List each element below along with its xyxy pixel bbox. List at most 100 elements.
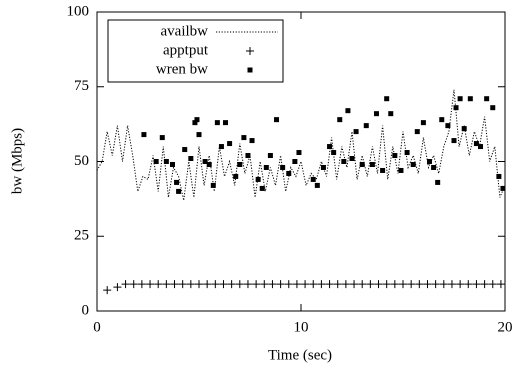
plus-point [162, 280, 171, 289]
plus-point [154, 280, 163, 289]
square-point [310, 176, 316, 182]
legend-swatch [246, 47, 254, 55]
square-point [223, 120, 229, 126]
square-point [227, 141, 233, 147]
plus-point [456, 280, 465, 289]
x-axis-label: Time (sec) [268, 347, 332, 363]
plus-point [235, 280, 244, 289]
square-point [163, 159, 169, 164]
y-tick-label: 50 [74, 153, 89, 169]
x-tick-label: 0 [93, 319, 101, 335]
square-point [467, 96, 473, 102]
square-point [141, 132, 147, 138]
square-point [500, 185, 506, 191]
square-point [320, 164, 326, 170]
square-point [484, 96, 490, 102]
square-point [427, 159, 433, 164]
square-point [369, 161, 375, 167]
square-point [280, 164, 286, 170]
square-point [380, 167, 386, 173]
x-tick-label: 10 [294, 319, 309, 335]
plus-point [195, 280, 203, 289]
square-point [237, 161, 243, 167]
plus-point [170, 280, 179, 289]
square-point [292, 159, 298, 164]
plus-point [243, 280, 252, 289]
plus-point [129, 280, 138, 289]
square-point [359, 161, 365, 167]
plus-point [301, 280, 310, 289]
y-tick-label: 25 [74, 228, 89, 244]
square-point [214, 120, 220, 126]
plus-point [366, 280, 375, 289]
plus-point [178, 280, 187, 289]
square-point [327, 144, 333, 150]
square-point [182, 147, 188, 153]
plus-point [317, 280, 326, 289]
plus-point [211, 280, 220, 289]
plus-point [325, 280, 334, 289]
legend-swatch [247, 67, 253, 73]
y-tick-label: 75 [74, 78, 89, 94]
square-point [388, 111, 394, 117]
square-point [353, 129, 359, 135]
plus-point [415, 280, 424, 289]
square-point [451, 138, 457, 144]
square-point [349, 156, 355, 162]
square-point [241, 135, 247, 141]
square-point [296, 150, 302, 156]
square-point [337, 117, 343, 123]
square-point [206, 161, 212, 167]
plus-point [431, 280, 440, 289]
plus-point [496, 280, 505, 289]
plus-point [374, 280, 383, 289]
plus-point [284, 280, 293, 289]
plus-point [488, 280, 497, 289]
plus-point [447, 280, 456, 289]
plus-point [113, 283, 122, 292]
square-point [169, 161, 175, 167]
square-point [174, 179, 180, 185]
plus-point [137, 280, 146, 289]
square-point [255, 176, 261, 182]
plus-point [186, 280, 195, 289]
square-point [461, 126, 467, 132]
plus-point [219, 280, 228, 289]
plus-point [121, 280, 130, 289]
plus-point [276, 280, 285, 289]
square-point [496, 173, 502, 179]
square-point [473, 141, 479, 147]
plus-point [227, 280, 236, 289]
plus-point [358, 280, 367, 289]
square-point [176, 188, 182, 194]
plus-point [292, 280, 301, 289]
square-point [453, 105, 459, 111]
plus-point [423, 280, 432, 289]
square-point [202, 159, 208, 164]
square-point [363, 123, 369, 129]
square-point [392, 153, 398, 159]
square-point [233, 173, 239, 179]
plus-point [333, 280, 342, 289]
plus-point [260, 280, 269, 289]
square-point [159, 135, 165, 141]
plus-point [472, 280, 481, 289]
square-point [490, 105, 496, 111]
plus-point [350, 280, 359, 289]
y-axis-label: bw (Mbps) [9, 128, 25, 194]
square-point [435, 179, 441, 185]
plus-point [268, 280, 277, 289]
square-point [267, 153, 273, 159]
square-point [478, 144, 484, 150]
x-tick-label: 20 [498, 319, 513, 335]
plus-point [252, 280, 261, 289]
availbw-line [96, 89, 506, 201]
legend-label: apptput [163, 42, 209, 58]
square-point [194, 117, 200, 123]
square-point [259, 185, 265, 191]
plus-point [390, 280, 399, 289]
legend-label: wren bw [156, 61, 208, 77]
plus-point [309, 280, 318, 289]
square-point [218, 144, 224, 150]
